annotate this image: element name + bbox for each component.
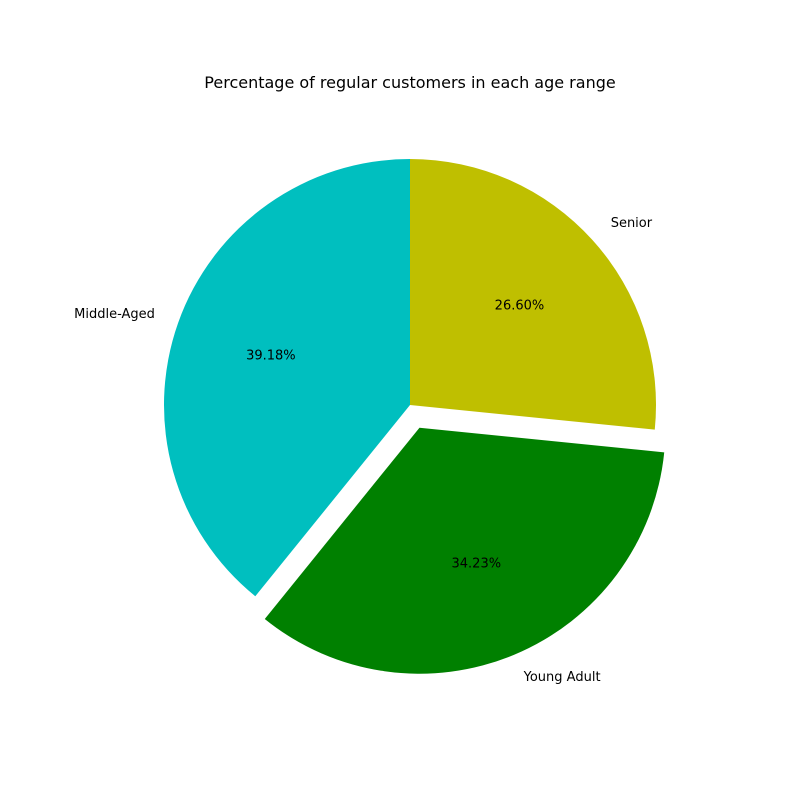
slice-label-senior: Senior	[611, 216, 653, 231]
slice-label-young-adult: Young Adult	[523, 670, 601, 685]
pct-label-senior: 26.60%	[495, 298, 545, 313]
slice-label-middle-aged: Middle-Aged	[74, 307, 155, 322]
pie-slice-young-adult	[264, 427, 665, 674]
pie-slice-middle-aged	[163, 159, 410, 597]
pie-slice-senior	[410, 159, 656, 430]
pie-slices	[163, 159, 665, 674]
chart-title: Percentage of regular customers in each …	[204, 73, 615, 92]
pct-label-middle-aged: 39.18%	[246, 348, 296, 363]
pie-labels: Middle-Aged 39.18% Young Adult 34.23% Senior…	[74, 216, 653, 685]
pct-label-young-adult: 34.23%	[452, 556, 502, 571]
